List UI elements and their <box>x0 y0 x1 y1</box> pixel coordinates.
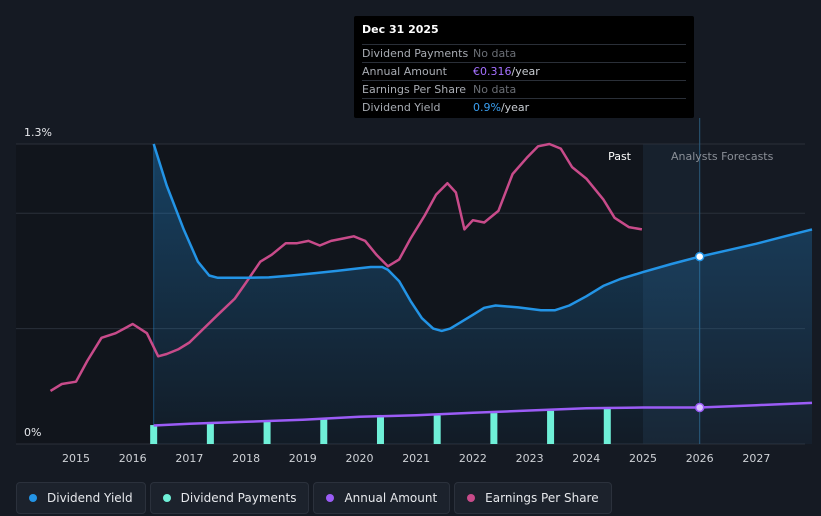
legend-label: Annual Amount <box>344 491 438 505</box>
tooltip-label: Dividend Yield <box>362 101 441 114</box>
x-tick-label: 2016 <box>119 452 147 465</box>
tooltip-label: Annual Amount <box>362 65 447 78</box>
x-tick-label: 2019 <box>289 452 317 465</box>
x-tick-label: 2026 <box>686 452 714 465</box>
x-tick-label: 2022 <box>459 452 487 465</box>
dividend-payment-bar <box>263 421 271 444</box>
dividend-payment-bar <box>150 425 158 444</box>
legend-dot-icon <box>326 494 335 502</box>
y-axis-bottom-label: 0% <box>24 426 41 439</box>
dividend-payment-bar <box>206 423 214 444</box>
x-tick-label: 2027 <box>742 452 770 465</box>
dividend-yield-area <box>153 144 812 444</box>
x-tick-label: 2020 <box>346 452 374 465</box>
x-tick-label: 2018 <box>232 452 260 465</box>
dividend-payment-bar <box>433 415 441 444</box>
tooltip-value: 0.9% <box>473 101 501 114</box>
legend-label: Dividend Payments <box>180 491 297 505</box>
earnings-per-share-line <box>49 142 643 392</box>
legend-annual-amount[interactable]: Annual Amount <box>313 482 451 514</box>
tooltip-unit: /year <box>511 65 540 78</box>
legend-label: Earnings Per Share <box>485 491 599 505</box>
chart-tooltip: Dec 31 2025 Dividend Payments No data An… <box>354 16 694 118</box>
legend-dot-icon <box>29 494 37 502</box>
x-tick-label: 2021 <box>402 452 430 465</box>
tooltip-label: Earnings Per Share <box>362 83 467 96</box>
legend-earnings-per-share[interactable]: Earnings Per Share <box>454 482 612 514</box>
dividend-payment-bar <box>490 413 498 444</box>
dividend-yield-line <box>152 143 813 333</box>
x-tick-label: 2023 <box>516 452 544 465</box>
dividend-payment-bar <box>320 419 328 444</box>
dividend-payment-bar <box>376 416 384 444</box>
dividend-chart: 1.3% 0% 2015 2016 2017 2018 2019 2020 2021 2022 20… <box>16 118 813 465</box>
highlight-amount-point <box>694 402 705 413</box>
tooltip-row-dividend-yield: Dividend Yield 0.9%/year <box>362 98 686 116</box>
tooltip-value: No data <box>473 47 517 60</box>
chart-legend: Dividend Yield Dividend Payments Annual … <box>16 482 616 514</box>
tooltip-unit: /year <box>500 101 530 114</box>
past-label: Past <box>608 150 632 163</box>
tooltip-row-annual-amount: Annual Amount €0.316/year <box>362 62 686 80</box>
legend-dividend-yield[interactable]: Dividend Yield <box>16 482 146 514</box>
tooltip-row-earnings-per-share: Earnings Per Share No data <box>362 80 686 98</box>
forecast-label: Analysts Forecasts <box>671 150 774 163</box>
legend-dividend-payments[interactable]: Dividend Payments <box>149 482 310 514</box>
y-axis-top-label: 1.3% <box>24 126 52 139</box>
tooltip-label: Dividend Payments <box>362 47 469 60</box>
x-tick-label: 2017 <box>175 452 203 465</box>
x-tick-label: 2015 <box>62 452 90 465</box>
tooltip-row-dividend-payments: Dividend Payments No data <box>362 44 686 62</box>
highlight-yield-point <box>694 251 705 262</box>
x-tick-label: 2025 <box>629 452 657 465</box>
legend-dot-icon <box>162 494 171 502</box>
legend-dot-icon <box>467 494 476 502</box>
x-tick-label: 2024 <box>572 452 600 465</box>
tooltip-date: Dec 31 2025 <box>362 23 439 36</box>
legend-label: Dividend Yield <box>47 491 133 505</box>
dividend-payment-bar <box>603 408 611 444</box>
tooltip-value: €0.316 <box>473 65 512 78</box>
tooltip-value: No data <box>473 83 517 96</box>
dividend-payment-bar <box>547 410 555 444</box>
